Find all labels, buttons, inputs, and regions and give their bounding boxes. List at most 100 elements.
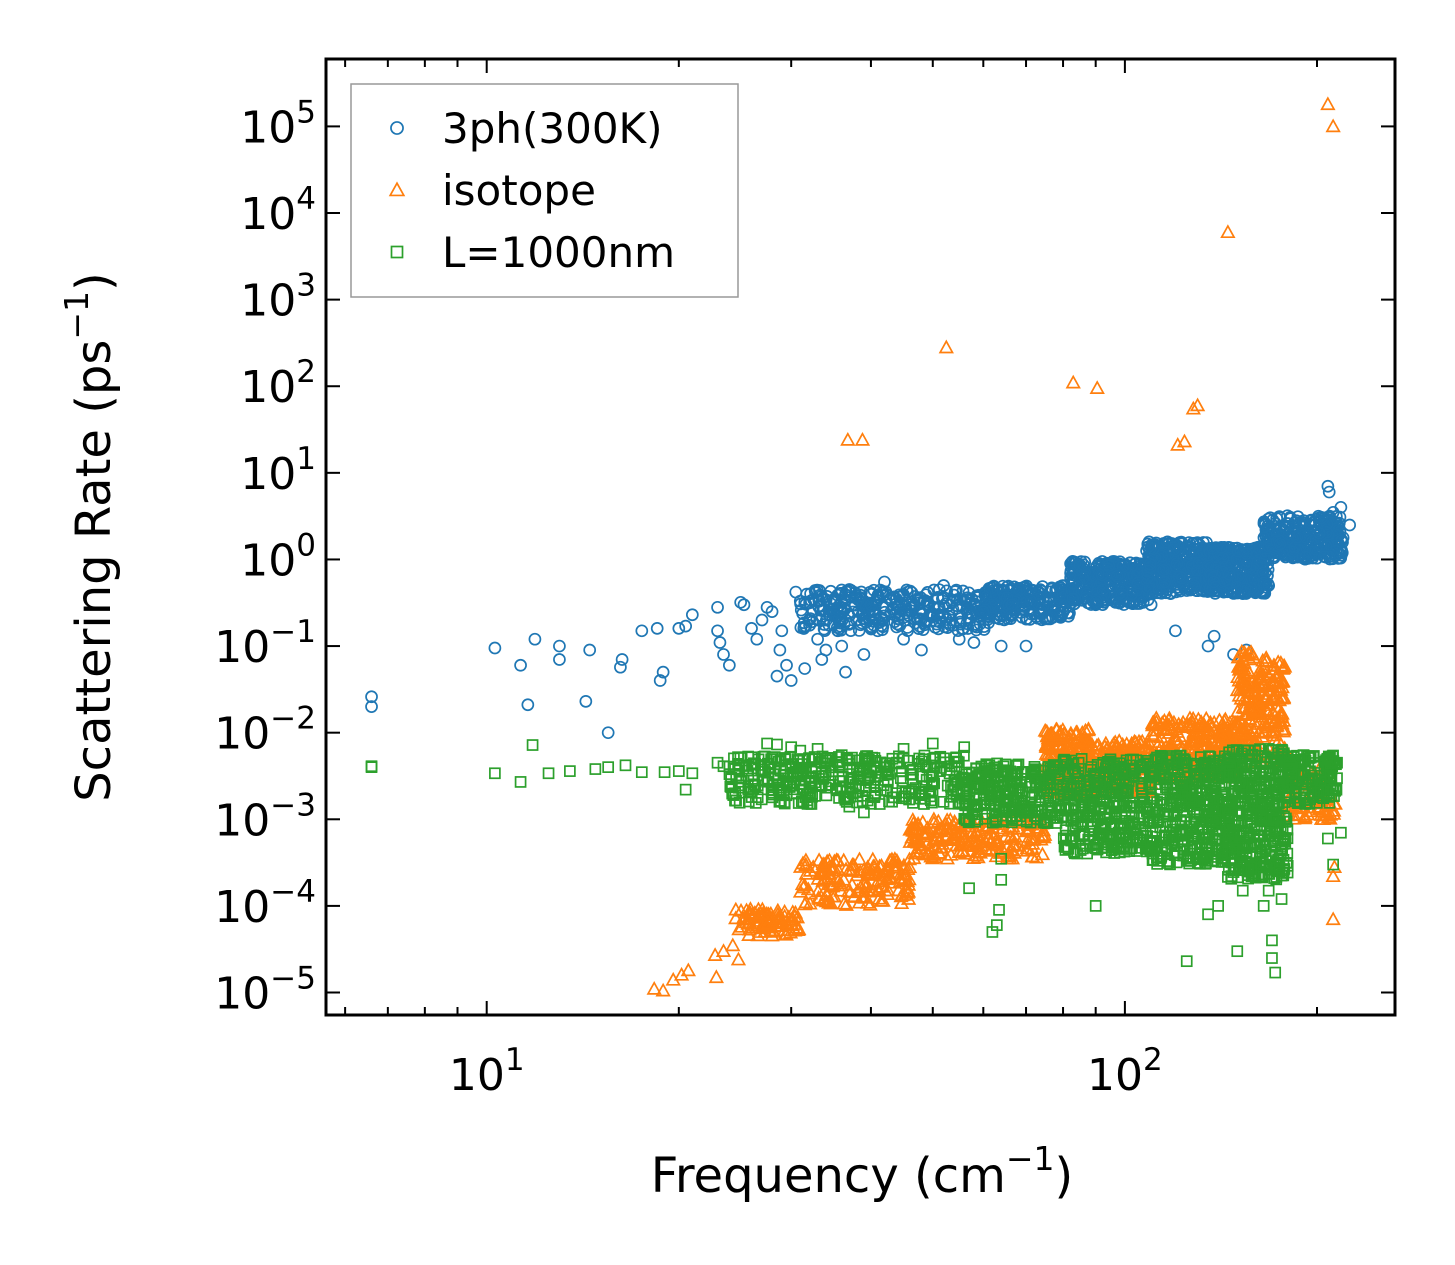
data-point bbox=[1272, 510, 1286, 524]
data-point bbox=[1145, 728, 1162, 743]
data-point bbox=[614, 660, 627, 674]
data-point bbox=[734, 595, 748, 609]
data-point bbox=[1141, 540, 1155, 554]
data-point bbox=[1297, 514, 1311, 527]
data-point bbox=[1064, 564, 1078, 577]
data-point bbox=[1207, 629, 1221, 643]
data-point bbox=[1038, 738, 1054, 753]
data-point bbox=[775, 624, 789, 638]
data-point bbox=[1084, 763, 1097, 776]
data-point bbox=[1006, 844, 1023, 859]
data-point bbox=[792, 859, 809, 873]
data-point bbox=[1203, 837, 1216, 850]
data-point bbox=[1097, 780, 1110, 793]
data-point bbox=[742, 901, 759, 915]
data-point bbox=[1244, 581, 1258, 595]
data-point bbox=[880, 882, 896, 897]
data-point bbox=[946, 602, 960, 616]
data-point bbox=[680, 962, 696, 977]
data-point bbox=[1214, 717, 1230, 732]
data-point bbox=[1170, 557, 1184, 570]
data-point bbox=[1265, 722, 1281, 737]
data-point bbox=[803, 752, 815, 765]
data-point bbox=[964, 832, 980, 847]
data-point bbox=[635, 624, 649, 638]
data-point bbox=[1270, 710, 1286, 724]
data-point bbox=[826, 876, 842, 890]
data-point bbox=[1194, 785, 1207, 798]
data-point bbox=[730, 951, 747, 966]
data-point bbox=[869, 787, 882, 799]
data-point bbox=[811, 632, 824, 646]
data-point bbox=[918, 798, 930, 810]
data-point bbox=[901, 859, 918, 874]
data-point bbox=[907, 797, 919, 809]
data-point bbox=[1002, 829, 1019, 844]
data-point bbox=[1066, 576, 1080, 590]
data-point bbox=[968, 792, 980, 805]
data-point bbox=[1060, 779, 1073, 791]
data-point bbox=[1161, 857, 1174, 869]
data-point bbox=[840, 431, 856, 446]
data-point bbox=[913, 620, 927, 633]
data-point bbox=[1071, 847, 1084, 860]
data-point bbox=[1005, 598, 1019, 612]
data-point bbox=[1123, 845, 1136, 857]
data-point bbox=[819, 643, 833, 657]
data-point bbox=[1146, 715, 1162, 729]
data-point bbox=[884, 605, 898, 618]
data-point bbox=[1101, 838, 1114, 851]
data-point bbox=[1145, 792, 1158, 805]
data-point bbox=[653, 674, 667, 687]
data-point bbox=[1110, 786, 1122, 798]
data-point bbox=[1297, 809, 1313, 823]
data-point bbox=[1196, 761, 1208, 773]
data-point bbox=[1275, 661, 1291, 675]
data-point bbox=[790, 770, 803, 782]
data-point bbox=[813, 588, 827, 602]
data-point bbox=[926, 847, 942, 861]
data-point bbox=[1306, 534, 1320, 548]
data-point bbox=[1020, 595, 1034, 609]
data-point bbox=[1141, 564, 1155, 578]
data-point bbox=[1151, 751, 1163, 764]
data-point bbox=[685, 608, 699, 622]
data-point bbox=[895, 596, 908, 610]
data-point bbox=[1066, 592, 1080, 606]
data-point bbox=[1085, 797, 1098, 810]
data-point bbox=[1275, 723, 1292, 738]
data-point bbox=[877, 864, 893, 879]
data-point bbox=[1241, 651, 1258, 666]
data-point bbox=[1147, 542, 1160, 556]
data-point bbox=[1110, 569, 1124, 583]
data-point bbox=[929, 751, 942, 764]
data-point bbox=[932, 583, 946, 597]
data-point bbox=[1082, 733, 1098, 748]
data-point bbox=[1178, 756, 1190, 769]
data-point bbox=[966, 766, 978, 779]
data-point bbox=[897, 632, 910, 646]
data-point bbox=[1239, 582, 1252, 595]
data-point bbox=[1061, 841, 1073, 853]
data-point bbox=[928, 759, 940, 772]
data-point bbox=[990, 816, 1002, 828]
data-point bbox=[807, 605, 820, 618]
data-point bbox=[1065, 803, 1078, 816]
data-point bbox=[1249, 678, 1265, 693]
data-point bbox=[819, 887, 835, 902]
data-point bbox=[1273, 520, 1287, 533]
data-point bbox=[976, 605, 990, 618]
data-point bbox=[759, 765, 771, 778]
data-point bbox=[833, 882, 849, 897]
data-point bbox=[1213, 726, 1229, 741]
data-point bbox=[984, 794, 996, 807]
data-point bbox=[967, 636, 981, 649]
data-point bbox=[1281, 509, 1294, 523]
data-point bbox=[1039, 795, 1052, 807]
data-point bbox=[844, 624, 858, 637]
data-point bbox=[842, 583, 856, 596]
data-point bbox=[979, 599, 992, 612]
data-point bbox=[913, 757, 926, 770]
data-point bbox=[839, 665, 852, 679]
data-point bbox=[1171, 788, 1184, 801]
